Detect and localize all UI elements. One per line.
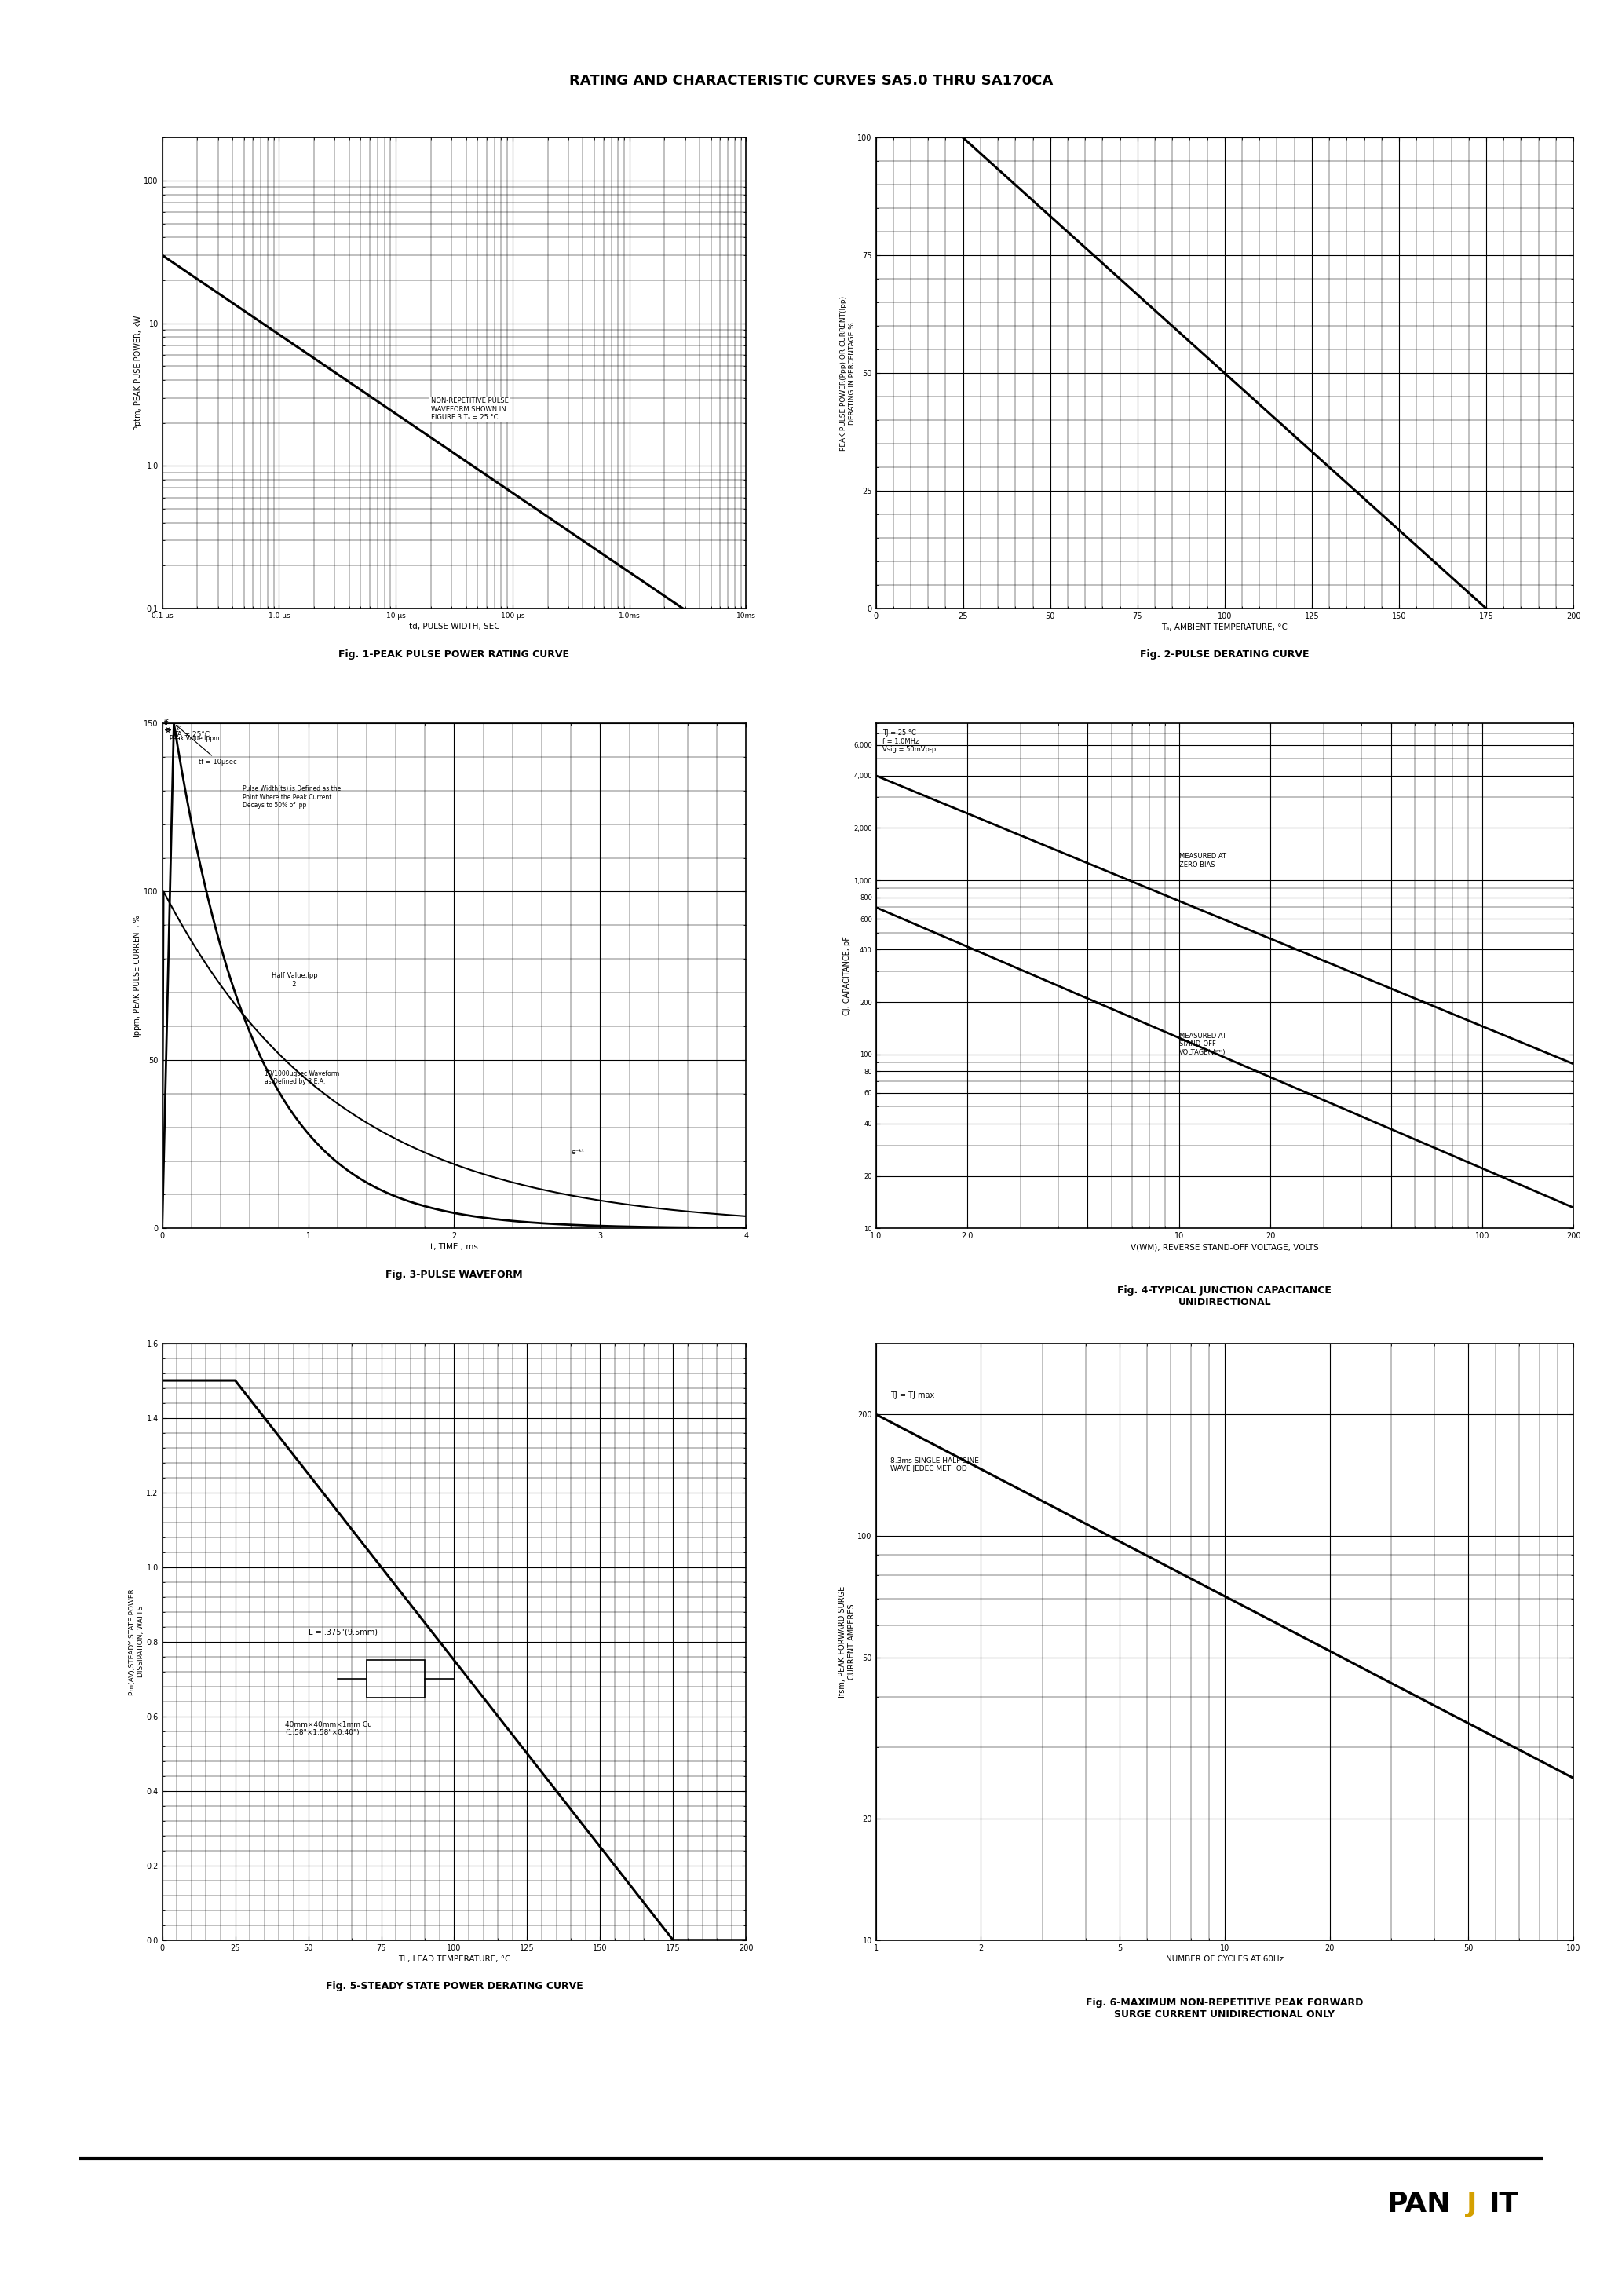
Text: Fig. 5-STEADY STATE POWER DERATING CURVE: Fig. 5-STEADY STATE POWER DERATING CURVE <box>326 1981 582 1991</box>
Text: 10/1000µgsec Waveform
as Defined by R.E.A.: 10/1000µgsec Waveform as Defined by R.E.… <box>264 1070 339 1086</box>
Text: Fig. 3-PULSE WAVEFORM: Fig. 3-PULSE WAVEFORM <box>386 1270 522 1279</box>
Text: Fig. 4-TYPICAL JUNCTION CAPACITANCE
UNIDIRECTIONAL: Fig. 4-TYPICAL JUNCTION CAPACITANCE UNID… <box>1118 1286 1332 1309</box>
Text: TA = 25°C: TA = 25°C <box>174 730 211 739</box>
Text: L = .375"(9.5mm): L = .375"(9.5mm) <box>308 1628 378 1635</box>
Text: tf: tf <box>164 719 169 726</box>
Text: MEASURED AT
ZERO BIAS: MEASURED AT ZERO BIAS <box>1179 852 1226 868</box>
X-axis label: td, PULSE WIDTH, SEC: td, PULSE WIDTH, SEC <box>409 622 500 631</box>
Text: Fig. 1-PEAK PULSE POWER RATING CURVE: Fig. 1-PEAK PULSE POWER RATING CURVE <box>339 650 569 659</box>
X-axis label: NUMBER OF CYCLES AT 60Hz: NUMBER OF CYCLES AT 60Hz <box>1166 1956 1283 1963</box>
Text: TJ = TJ max: TJ = TJ max <box>890 1391 934 1398</box>
Y-axis label: Ippm, PEAK PULSE CURRENT, %: Ippm, PEAK PULSE CURRENT, % <box>135 914 141 1038</box>
Text: e⁻ᵏᵗ: e⁻ᵏᵗ <box>571 1148 584 1155</box>
Text: RATING AND CHARACTERISTIC CURVES SA5.0 THRU SA170CA: RATING AND CHARACTERISTIC CURVES SA5.0 T… <box>569 73 1053 87</box>
Text: Half Value,Ipp
          2: Half Value,Ipp 2 <box>272 971 318 987</box>
Text: Fig. 2-PULSE DERATING CURVE: Fig. 2-PULSE DERATING CURVE <box>1140 650 1309 659</box>
Y-axis label: CJ, CAPACITANCE, pF: CJ, CAPACITANCE, pF <box>843 937 852 1015</box>
Bar <box>367 1660 425 1697</box>
Text: 8.3ms SINGLE HALF SINE
WAVE JEDEC METHOD: 8.3ms SINGLE HALF SINE WAVE JEDEC METHOD <box>890 1458 980 1472</box>
Text: Pulse Width(ts) is Defined as the
Point Where the Peak Current
Decays to 50% of : Pulse Width(ts) is Defined as the Point … <box>243 785 341 808</box>
Text: tf = 10µsec: tf = 10µsec <box>200 758 237 765</box>
Y-axis label: Pptm, PEAK PUSE POWER, kW: Pptm, PEAK PUSE POWER, kW <box>135 315 141 432</box>
X-axis label: t, TIME , ms: t, TIME , ms <box>430 1244 478 1251</box>
Text: 40mm×40mm×1mm Cu
(1.58"×1.58"×0.40"): 40mm×40mm×1mm Cu (1.58"×1.58"×0.40") <box>285 1722 371 1736</box>
Y-axis label: Ifsm, PEAK FORWARD SURGE
CURRENT AMPERES: Ifsm, PEAK FORWARD SURGE CURRENT AMPERES <box>839 1587 855 1697</box>
Y-axis label: Pm(AV),STEADY STATE POWER
DISSIPATION, WATTS: Pm(AV),STEADY STATE POWER DISSIPATION, W… <box>128 1589 144 1694</box>
Text: NON-REPETITIVE PULSE
WAVEFORM SHOWN IN
FIGURE 3 Tₐ = 25 °C: NON-REPETITIVE PULSE WAVEFORM SHOWN IN F… <box>431 397 509 420</box>
Text: Peak Value Ippm: Peak Value Ippm <box>170 735 219 742</box>
Text: MEASURED AT
STAND-OFF
VOLTAGE(Vᵂᴹ): MEASURED AT STAND-OFF VOLTAGE(Vᵂᴹ) <box>1179 1033 1226 1056</box>
Text: J: J <box>1466 2190 1478 2218</box>
X-axis label: Tₐ, AMBIENT TEMPERATURE, °C: Tₐ, AMBIENT TEMPERATURE, °C <box>1161 625 1288 631</box>
Text: PAN: PAN <box>1387 2190 1450 2218</box>
X-axis label: V(WM), REVERSE STAND-OFF VOLTAGE, VOLTS: V(WM), REVERSE STAND-OFF VOLTAGE, VOLTS <box>1131 1244 1319 1251</box>
Y-axis label: PEAK PULSE POWER(Ppp) OR CURRENT(Ipp)
DERATING IN PERCENTAGE %: PEAK PULSE POWER(Ppp) OR CURRENT(Ipp) DE… <box>840 296 855 450</box>
Text: TJ = 25 °C
f = 1.0MHz
Vsig = 50mVp-p: TJ = 25 °C f = 1.0MHz Vsig = 50mVp-p <box>882 730 936 753</box>
Text: IT: IT <box>1489 2190 1518 2218</box>
Text: Fig. 6-MAXIMUM NON-REPETITIVE PEAK FORWARD
SURGE CURRENT UNIDIRECTIONAL ONLY: Fig. 6-MAXIMUM NON-REPETITIVE PEAK FORWA… <box>1085 1998 1364 2020</box>
X-axis label: TL, LEAD TEMPERATURE, °C: TL, LEAD TEMPERATURE, °C <box>397 1956 511 1963</box>
